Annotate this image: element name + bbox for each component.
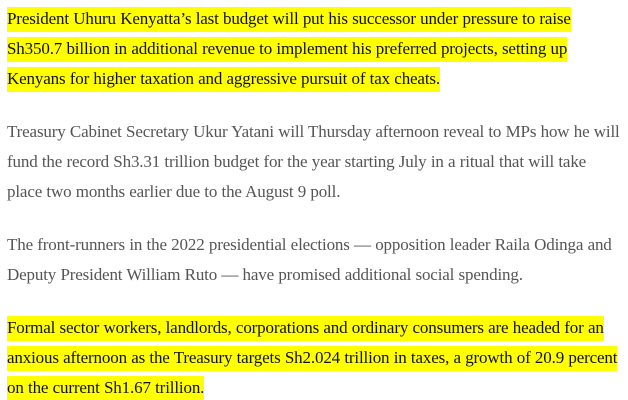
highlighted-text: President Uhuru Kenyatta’s last budget w… bbox=[7, 7, 571, 92]
article-paragraph-highlighted: Formal sector workers, landlords, corpor… bbox=[7, 313, 624, 400]
article-paragraph-highlighted: President Uhuru Kenyatta’s last budget w… bbox=[7, 4, 624, 94]
highlighted-text: Formal sector workers, landlords, corpor… bbox=[7, 316, 617, 400]
article-paragraph: Treasury Cabinet Secretary Ukur Yatani w… bbox=[7, 122, 620, 201]
article-paragraph: The front-runners in the 2022 presidenti… bbox=[7, 235, 612, 284]
